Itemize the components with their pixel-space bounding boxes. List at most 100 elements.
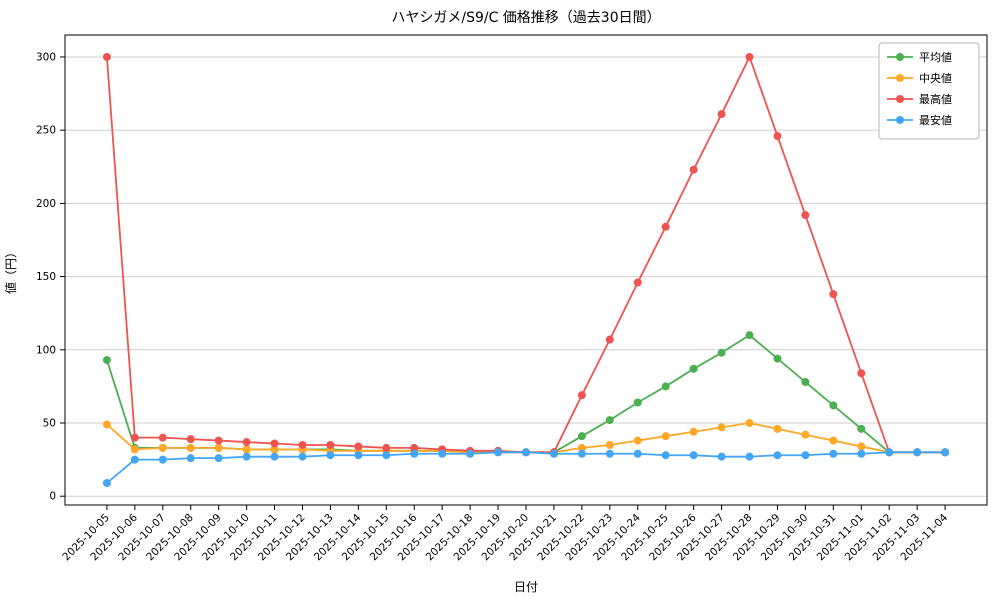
series-marker [605,416,614,425]
series-marker [857,369,866,378]
y-tick-label: 200 [36,198,56,210]
series-marker [801,451,810,460]
legend-label: 最高値 [919,92,952,106]
series-marker [214,436,223,445]
series-marker [214,454,223,463]
series-marker [857,442,866,451]
series-marker [717,348,726,357]
series-marker [605,440,614,449]
series-marker [466,449,475,458]
series-marker [549,449,558,458]
series-marker [186,435,195,444]
chart-title: ハヤシガメ/S9/C 価格推移（過去30日間） [391,10,660,26]
series-marker [577,432,586,441]
series-marker [382,451,391,460]
legend-marker [896,53,904,61]
legend-box [878,42,980,140]
series-marker [438,449,447,458]
plot-border [64,34,988,506]
series-marker [661,222,670,231]
series-marker [857,449,866,458]
legend-label: 中央値 [919,72,952,85]
grid-layer [65,56,987,497]
series-marker [801,378,810,387]
series-marker [745,419,754,428]
series-marker [801,211,810,220]
series-marker [633,449,642,458]
series-marker [354,442,363,451]
series-marker [745,331,754,340]
series-marker [102,52,111,61]
series-marker [717,423,726,432]
series-marker [829,401,838,410]
axis-layer: 0501001502002503002025-10-052025-10-0620… [36,34,988,563]
series-marker [494,448,503,457]
series-marker [605,335,614,344]
series-marker [577,391,586,400]
legend-label: 最安値 [919,113,952,127]
y-tick-label: 0 [49,491,56,503]
series-marker [158,443,167,452]
series-marker [605,449,614,458]
series-marker [717,452,726,461]
series-marker [102,479,111,488]
y-tick-label: 100 [36,344,56,356]
series-marker [214,443,223,452]
series-marker [745,52,754,61]
series-marker [130,433,139,442]
y-axis-label: 値（円） [3,246,18,294]
y-tick-label: 50 [43,418,56,430]
series-marker [661,432,670,441]
series-marker [186,443,195,452]
series-marker [633,436,642,445]
legend-label: 平均値 [919,51,952,64]
legend-marker [896,95,904,103]
y-tick-label: 250 [36,125,56,137]
series-marker [270,445,279,454]
series-layer [102,52,950,488]
series-marker [801,430,810,439]
series-marker [522,448,530,457]
series-marker [717,110,726,119]
series-marker [577,443,586,452]
series-marker [773,132,782,141]
series-marker [633,398,642,407]
legend-marker [896,116,904,124]
series-marker [158,455,167,464]
series-marker [242,445,251,454]
series-marker [689,364,698,373]
y-tick-label: 300 [36,51,56,63]
series-marker [158,433,167,442]
series-marker [270,452,279,461]
series-marker [773,451,782,460]
series-marker [186,454,195,463]
series-marker [102,420,111,429]
series-marker [130,445,139,454]
series-marker [270,439,279,448]
series-marker [661,451,670,460]
series-marker [829,449,838,458]
series-line-1 [106,422,946,454]
y-tick-label: 150 [36,271,56,283]
series-marker [773,424,782,433]
series-marker [354,451,363,460]
series-marker [298,452,307,461]
series-marker [410,449,419,458]
series-marker [326,451,335,460]
series-marker [242,438,251,447]
series-marker [130,455,139,464]
series-marker [773,354,782,363]
series-line-0 [106,334,946,454]
series-marker [242,452,251,461]
series-marker [410,443,419,452]
series-marker [382,443,391,452]
series-marker [885,448,894,457]
legend-marker [896,74,904,82]
series-line-3 [106,451,946,484]
series-marker [689,165,698,174]
series-marker [661,382,670,391]
series-marker [689,427,698,436]
